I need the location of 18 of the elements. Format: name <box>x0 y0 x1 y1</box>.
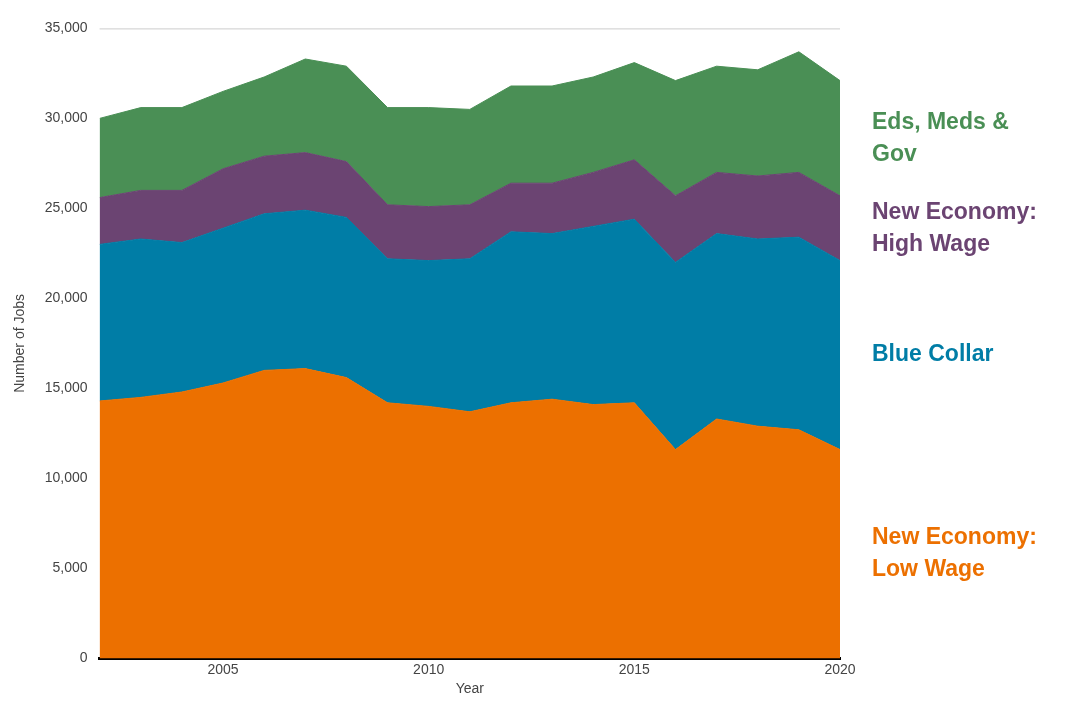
y-tick-label: 0 <box>79 649 88 666</box>
y-tick-label: 25,000 <box>44 199 88 216</box>
x-tick-label: 2015 <box>618 660 651 677</box>
y-tick-label: 35,000 <box>44 19 88 36</box>
y-tick-label: 5,000 <box>52 559 88 576</box>
x-tick-label: 2005 <box>207 660 239 677</box>
y-tick-label: 30,000 <box>44 109 88 126</box>
x-tick-label: 2010 <box>413 660 445 677</box>
y-tick-label: 10,000 <box>44 469 88 486</box>
series-label: Blue Collar <box>872 340 994 367</box>
y-tick-label: 20,000 <box>44 289 88 306</box>
series-label: New Economy: Low Wage <box>872 523 1037 582</box>
y-tick-label: 15,000 <box>44 379 88 396</box>
y-axis-title: Number of Jobs <box>11 293 28 393</box>
x-tick-label: 2020 <box>824 660 856 677</box>
series-label: New Economy: High Wage <box>872 197 1037 256</box>
x-axis-title: Year <box>455 680 485 697</box>
series-label: Eds, Meds & Gov <box>872 107 1009 166</box>
